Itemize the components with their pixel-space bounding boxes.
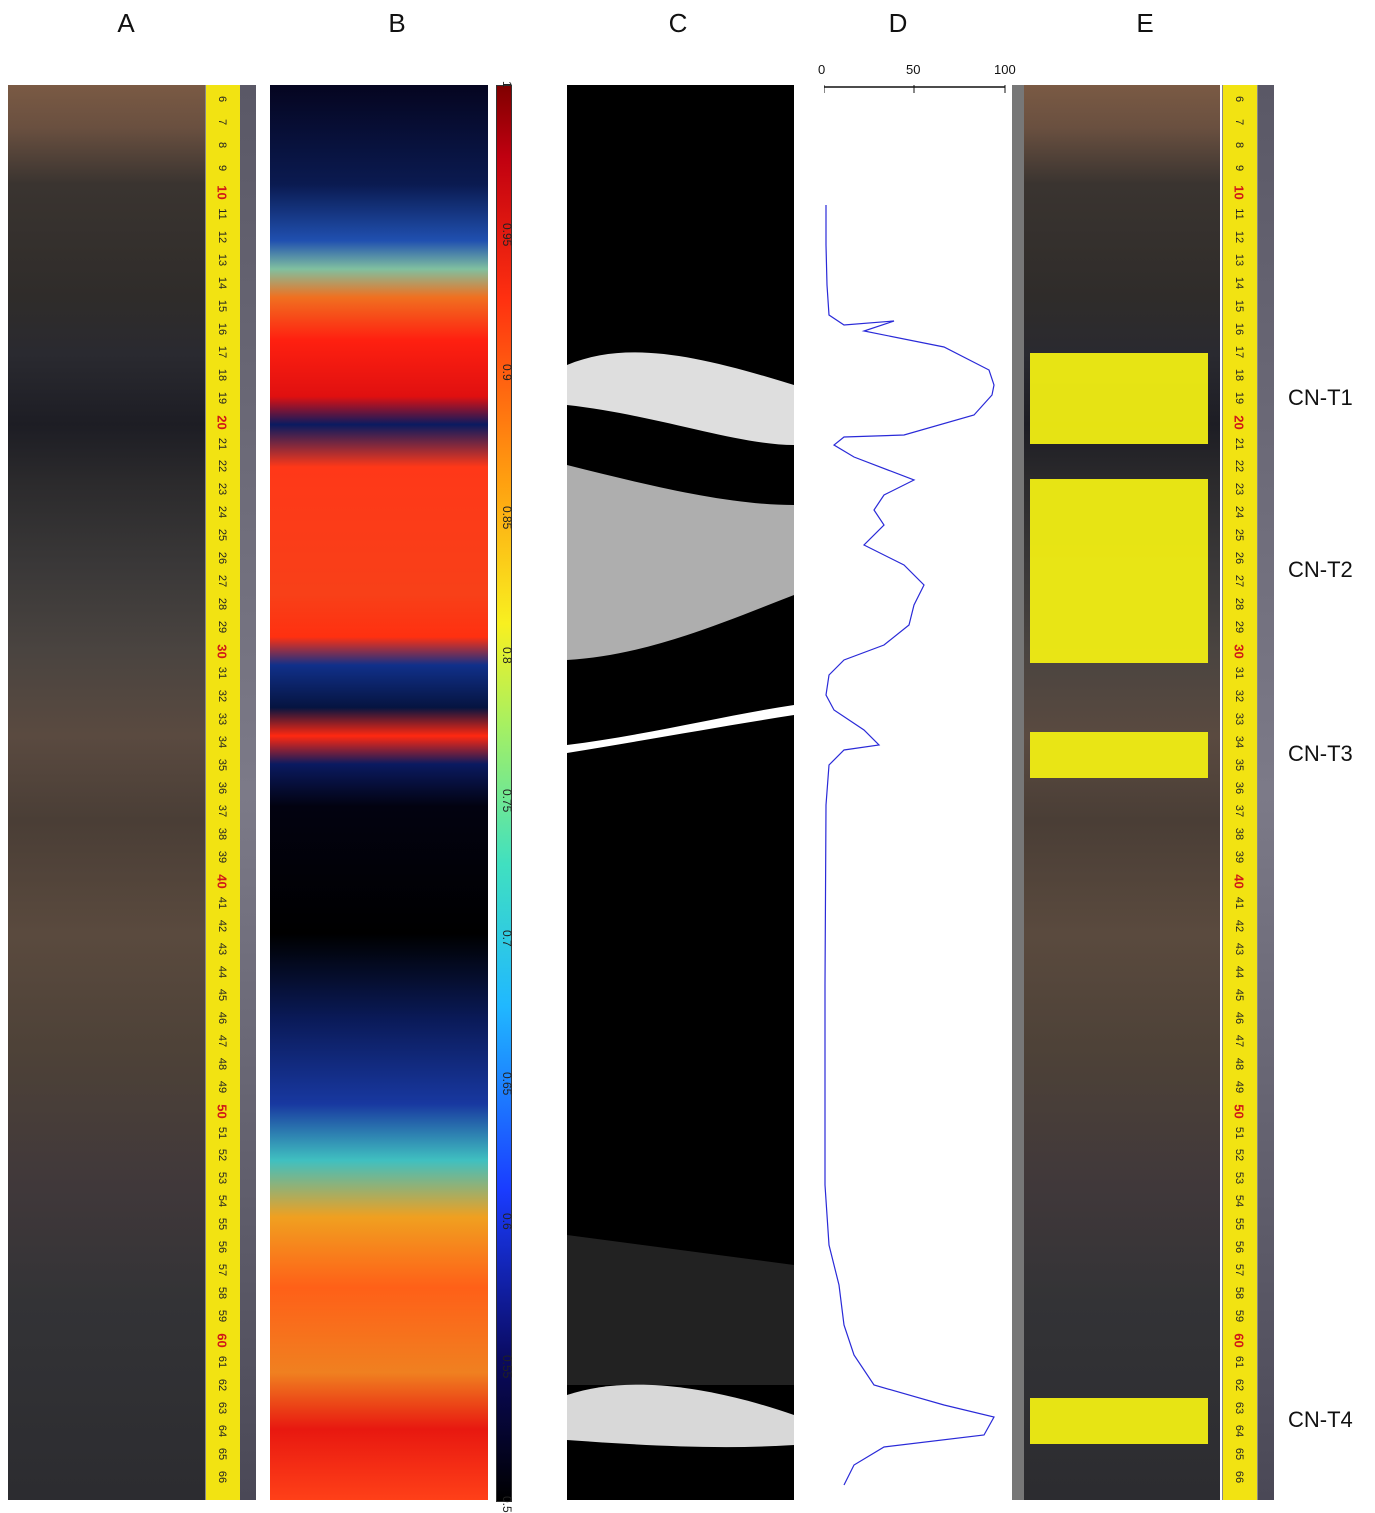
colorbar-tick-label: 0.7 [500,930,514,947]
colorbar-tick-label: 0.85 [500,505,514,529]
core-photo-e [1024,85,1220,1500]
colorbar-tick-label: 0.95 [500,222,514,246]
scale-strip-a [240,85,256,1500]
profile-line [824,205,995,1486]
colorbar-tick-label: 0.9 [500,364,514,381]
core-edge-e [1012,85,1024,1500]
scale-ruler-e [1222,85,1258,1500]
tephra-band [1030,352,1208,445]
tephra-label: CN-T1 [1288,384,1353,410]
panel-label-c: C [668,8,688,38]
tephra-label: CN-T2 [1288,556,1353,582]
panel-label-a: A [117,8,135,38]
scale-strip-e [1258,85,1274,1500]
tephra-band [1030,478,1208,663]
mask-shapes [567,352,794,1448]
tephra-label: CN-T4 [1288,1406,1353,1432]
colorbar-tick-label: 1 [500,81,514,88]
binary-mask-c [567,85,794,1500]
axis-tick-label-0: 0 [818,62,826,77]
colorbar-tick-label: 0.6 [500,1213,514,1230]
colorbar [496,85,512,1502]
ruler-tick-e: 66 [1233,1470,1245,1484]
colorbar-tick-label: 0.65 [500,1071,514,1095]
tephra-label: CN-T3 [1288,740,1353,766]
panel-label-b: B [388,8,406,38]
tephra-band [1030,1397,1208,1444]
axis-tick-label-100: 100 [994,62,1016,77]
colorbar-tick-label: 0.8 [500,647,514,664]
abundance-profile-d [823,85,1007,1500]
ruler-tick-a: 66 [216,1470,228,1484]
tephra-band [1030,731,1208,778]
core-photo-a [8,85,206,1500]
colorbar-tick-label: 0.75 [500,788,514,812]
correlation-map-b [270,85,488,1500]
panel-label-e: E [1136,8,1154,38]
profile-plot [823,85,1006,1486]
colorbar-tick-label: 0.55 [500,1354,514,1378]
panel-label-d: D [888,8,908,38]
colorbar-tick-label: 0.5 [500,1496,514,1513]
axis-tick-label-50: 50 [906,62,921,77]
